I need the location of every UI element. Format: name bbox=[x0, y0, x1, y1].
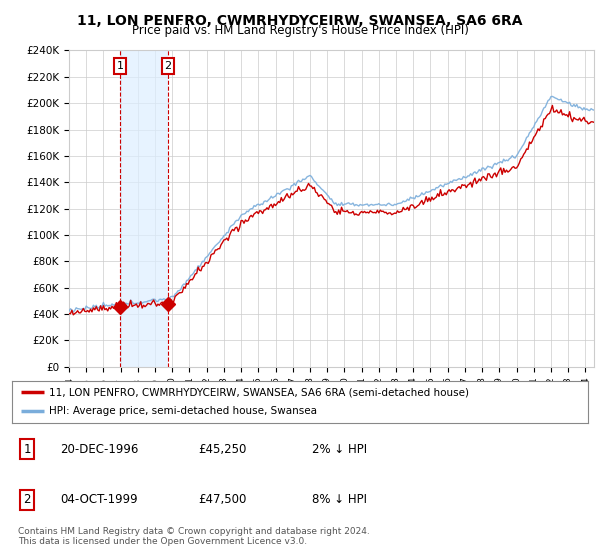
Text: £47,500: £47,500 bbox=[198, 493, 247, 506]
Text: 8% ↓ HPI: 8% ↓ HPI bbox=[312, 493, 367, 506]
Text: 11, LON PENFRO, CWMRHYDYCEIRW, SWANSEA, SA6 6RA: 11, LON PENFRO, CWMRHYDYCEIRW, SWANSEA, … bbox=[77, 14, 523, 28]
Text: HPI: Average price, semi-detached house, Swansea: HPI: Average price, semi-detached house,… bbox=[49, 407, 317, 417]
Text: 20-DEC-1996: 20-DEC-1996 bbox=[60, 443, 139, 456]
Text: £45,250: £45,250 bbox=[198, 443, 247, 456]
Bar bbox=[120, 50, 168, 367]
Text: 1: 1 bbox=[116, 61, 124, 71]
Text: 2% ↓ HPI: 2% ↓ HPI bbox=[312, 443, 367, 456]
Text: Contains HM Land Registry data © Crown copyright and database right 2024.
This d: Contains HM Land Registry data © Crown c… bbox=[18, 526, 370, 546]
Text: 2: 2 bbox=[164, 61, 172, 71]
Text: 1: 1 bbox=[23, 443, 31, 456]
Text: 11, LON PENFRO, CWMRHYDYCEIRW, SWANSEA, SA6 6RA (semi-detached house): 11, LON PENFRO, CWMRHYDYCEIRW, SWANSEA, … bbox=[49, 387, 469, 397]
Text: 04-OCT-1999: 04-OCT-1999 bbox=[60, 493, 137, 506]
Text: Price paid vs. HM Land Registry's House Price Index (HPI): Price paid vs. HM Land Registry's House … bbox=[131, 24, 469, 37]
Text: 2: 2 bbox=[23, 493, 31, 506]
